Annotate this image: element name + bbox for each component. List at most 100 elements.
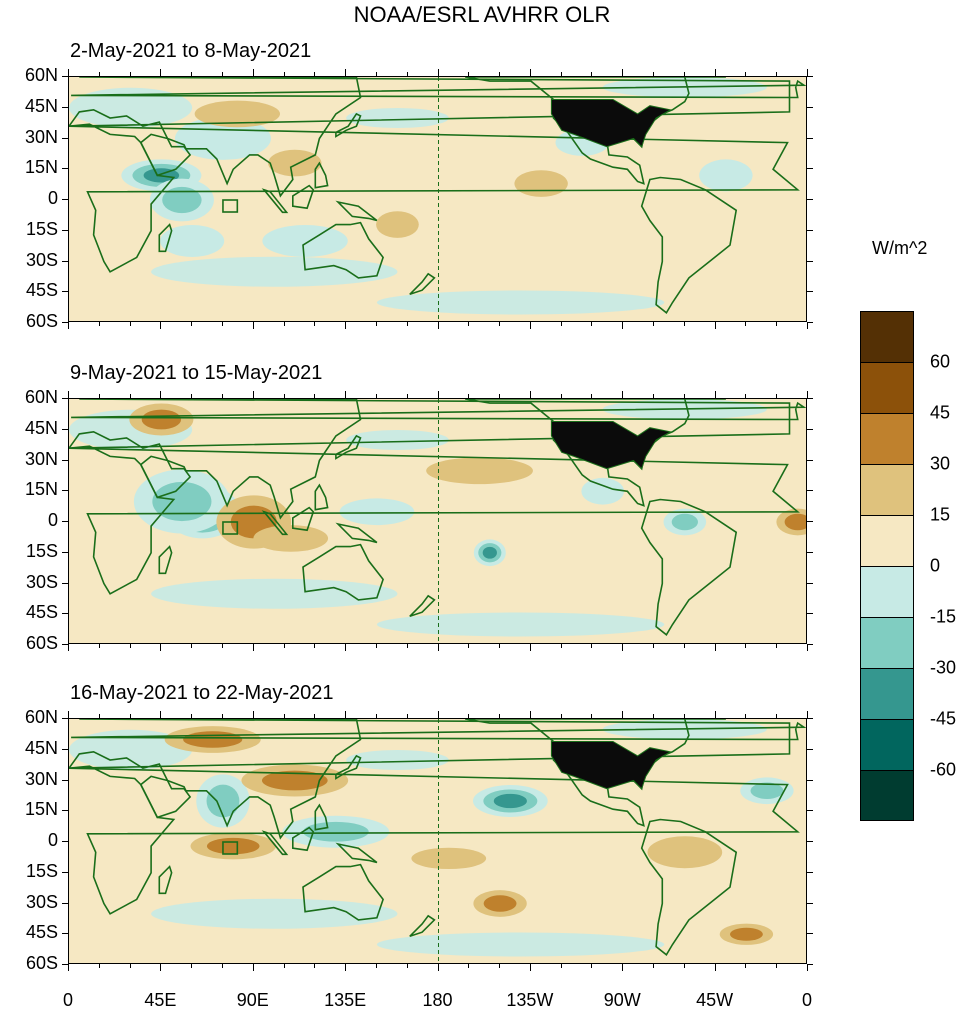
lon-tick [653,964,655,968]
lon-tick [221,322,223,326]
lon-tick [714,322,716,329]
positive-anomaly-contour [261,770,328,791]
lon-label: 135W [506,990,554,1010]
colorbar-swatch [860,362,914,413]
lon-tick [714,964,716,971]
lat-tick [807,168,813,170]
lon-tick [221,394,223,398]
lon-tick [591,644,593,648]
coastline-new-guinea [335,522,378,544]
lon-tick [129,72,131,76]
lon-tick [221,644,223,648]
panel-title-2: 9-May-2021 to 15-May-2021 [70,362,323,384]
lat-tick [807,613,813,615]
positive-anomaly-contour [426,457,533,485]
lon-tick [314,644,316,648]
lat-tick [62,964,68,965]
weak-negative-region [376,612,665,637]
lat-tick [62,168,68,170]
lon-tick [283,964,285,968]
lat-tick [62,644,68,645]
lon-tick [468,714,470,718]
lat-tick [807,841,813,842]
lat-tick [62,322,68,323]
coastline-australia [302,543,384,601]
lat-tick [62,459,68,461]
lon-tick [776,322,778,326]
colorbar-swatch [860,719,914,770]
lon-tick [221,714,223,718]
lon-tick [622,964,624,971]
lon-tick [160,644,162,651]
weak-negative-region [151,898,398,929]
lon-tick [68,711,69,718]
lon-tick [375,714,377,718]
lon-tick [252,69,254,76]
lat-tick [62,428,68,430]
lon-tick [499,322,501,326]
lat-label: 60N [24,65,58,85]
lon-tick [283,322,285,326]
lat-tick [807,718,813,719]
lon-label: 45W [696,990,734,1010]
lat-label: 45S [25,602,58,623]
weak-negative-region [69,87,193,128]
lat-label: 15S [25,540,58,561]
lat-tick [62,871,68,873]
lat-tick [62,199,68,200]
lon-tick [468,964,470,968]
lon-tick [68,69,69,76]
colorbar-swatch [860,464,914,515]
positive-anomaly-contour [729,927,763,941]
lat-tick [62,810,68,812]
coastline-philippines [314,483,329,511]
lat-tick [62,137,68,139]
lon-tick [468,72,470,76]
coastline-new-guinea [335,200,378,222]
lon-tick [252,322,254,329]
lon-tick [437,322,439,329]
lon-tick [499,714,501,718]
lat-tick [62,291,68,293]
colorbar-swatch [860,668,914,719]
lat-label: 45N [24,737,58,758]
negative-anomaly-contour [581,477,625,505]
lon-tick [591,394,593,398]
lat-label: 45S [25,280,58,301]
coastline-africa [69,445,800,595]
lon-tick [98,394,100,398]
lon-tick [345,964,347,971]
lon-tick [437,69,439,76]
lat-tick [62,260,68,262]
colorbar-swatch [860,566,914,617]
lat-label: 60N [24,387,58,407]
lat-label: 30N [24,126,58,147]
positive-anomaly-contour [206,837,260,855]
lon-tick [745,394,747,398]
lat-tick [62,718,68,719]
lon-tick [622,644,624,651]
colorbar-label: -15 [930,606,957,627]
lon-tick [160,391,162,398]
positive-anomaly-contour [647,836,723,869]
coastline-madagascar [158,223,173,253]
lat-tick [62,521,68,522]
lon-tick [160,69,162,76]
lon-tick [406,644,408,648]
coastline-japan [335,112,362,138]
lat-tick [807,521,813,522]
usa-county-boundaries [550,421,672,470]
lat-tick [62,779,68,781]
olr-field-svg-3 [69,719,806,963]
lon-tick [437,711,439,718]
lon-tick [653,322,655,326]
lon-tick [622,391,624,398]
lon-tick [560,964,562,968]
colorbar-label: 0 [930,555,941,576]
lat-tick [62,841,68,842]
lon-tick [560,322,562,326]
lon-tick [221,964,223,968]
lon-tick [776,72,778,76]
coastline-nz [409,594,436,618]
lon-label: 180 [422,990,453,1010]
